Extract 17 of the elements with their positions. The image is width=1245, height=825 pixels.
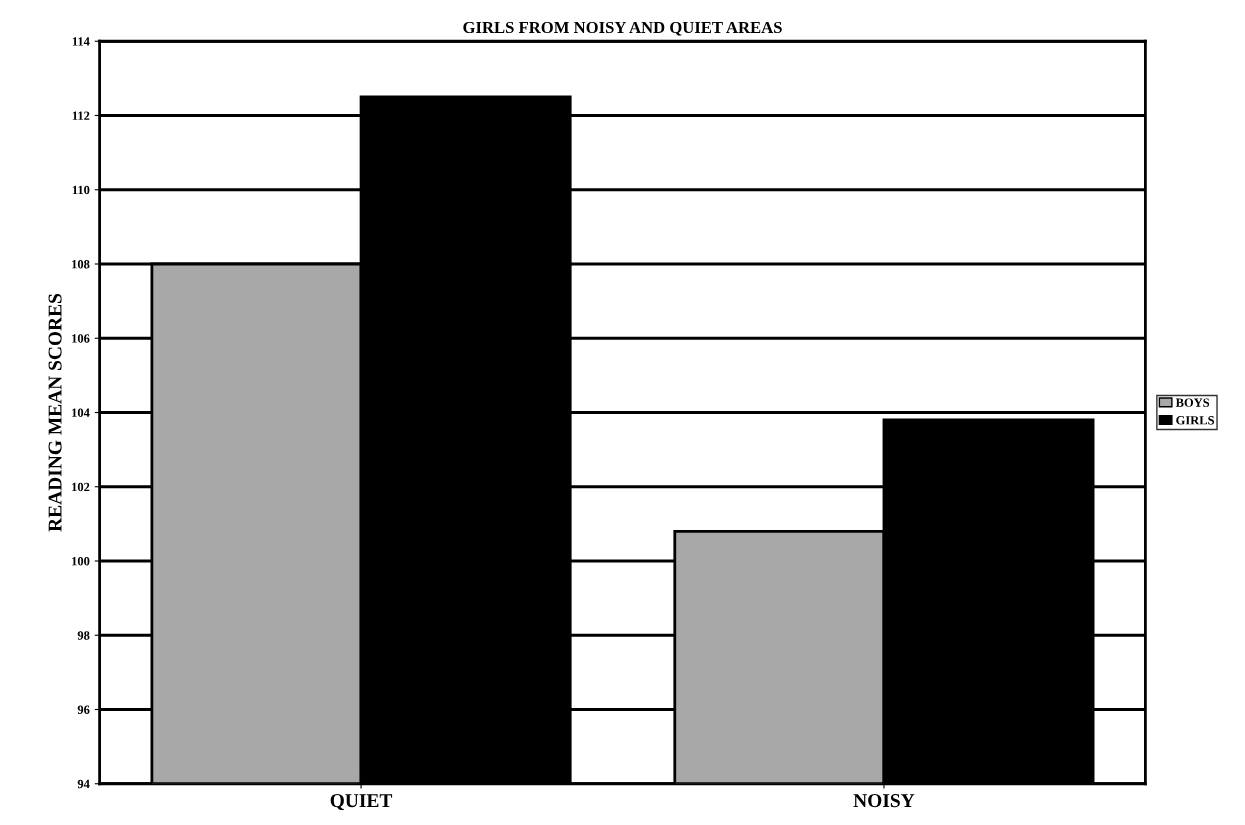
x-tick-label: NOISY: [853, 794, 915, 808]
y-tick-label: 108: [72, 260, 90, 269]
y-tick-label: 104: [72, 408, 90, 417]
legend-label: BOYS: [1175, 398, 1210, 407]
y-tick-label: 114: [72, 37, 90, 46]
y-tick-label: 110: [72, 185, 90, 195]
x-tick-label: QUIET: [330, 794, 393, 811]
y-tick-label: 102: [72, 482, 90, 492]
y-tick-label: 94: [77, 779, 90, 789]
y-tick-label: 106: [72, 334, 90, 343]
y-tick-label: 100: [72, 557, 90, 566]
y-tick-label: 98: [77, 631, 90, 640]
y-tick-label: 96: [77, 705, 90, 714]
legend-label: GIRLS: [1176, 416, 1214, 425]
y-tick-label: 112: [72, 111, 90, 120]
chart-title: GIRLS FROM NOISY AND QUIET AREAS: [463, 21, 782, 36]
y-axis-title: READING MEAN SCORES: [48, 293, 62, 532]
